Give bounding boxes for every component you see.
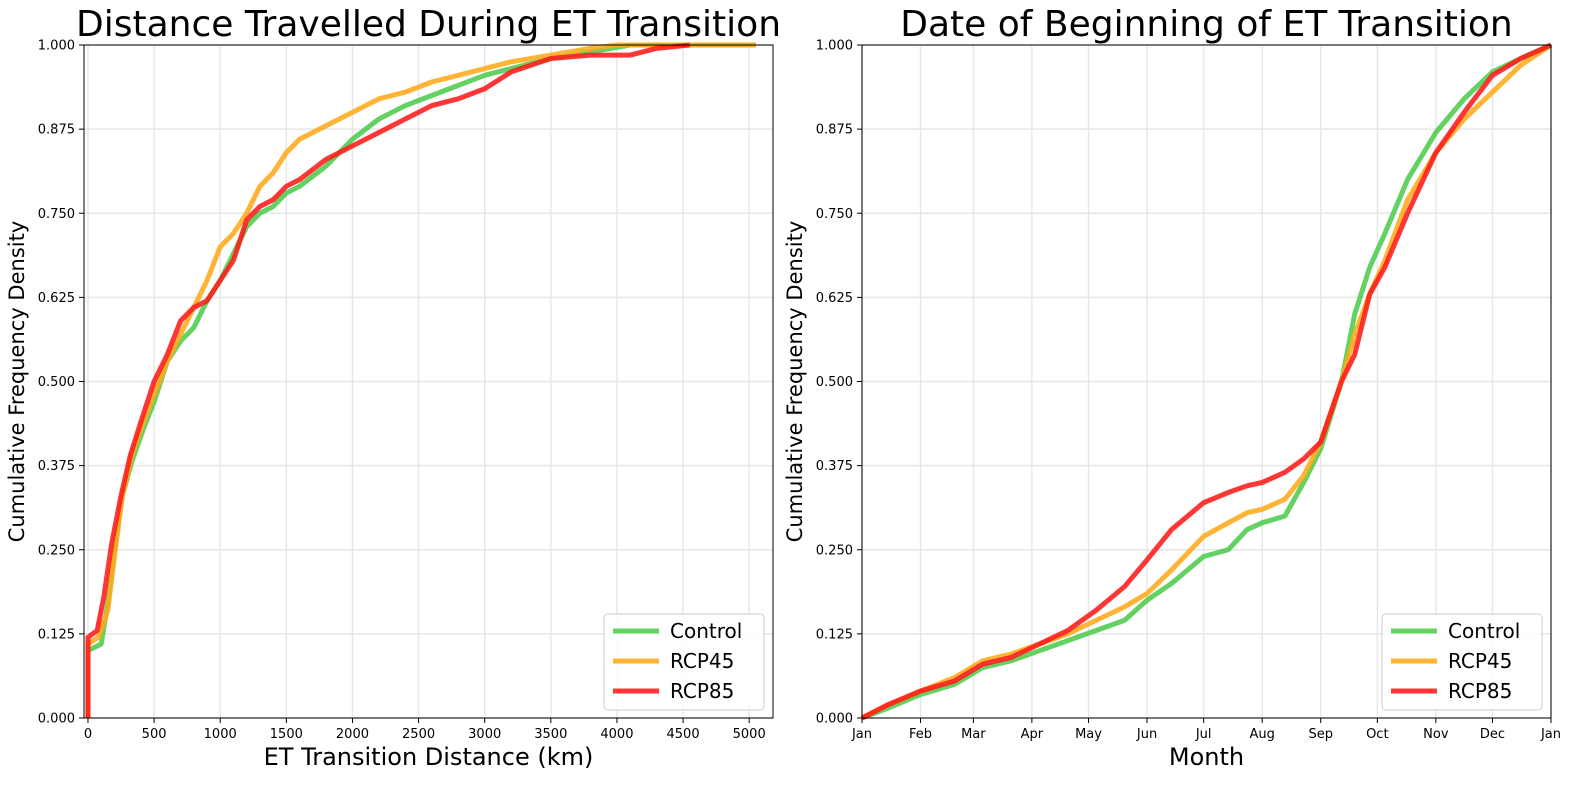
distance-chart-xtick-label-7: 3500: [534, 727, 567, 742]
date-chart-xlabel: Month: [1169, 743, 1244, 771]
date-chart-xtick-label-6: Jul: [1195, 727, 1212, 742]
distance-chart-ytick-label-1: 0.125: [38, 627, 75, 642]
distance-chart-title: Distance Travelled During ET Transition: [76, 4, 781, 45]
date-chart-ticks: Jan Feb Mar Apr May Jun Jul Aug Sep Oct Nov Dec Jan0…: [816, 39, 1561, 743]
distance-chart-xtick-label-10: 5000: [733, 727, 766, 742]
distance-chart-legend-label-rcp85: RCP85: [670, 679, 734, 703]
date-chart: Jan Feb Mar Apr May Jun Jul Aug Sep Oct Nov Dec Jan0…: [783, 4, 1561, 771]
date-chart-ytick-label-8: 1.000: [816, 39, 853, 54]
distance-chart-legend-box: [603, 613, 765, 711]
date-chart-xtick-label-10: Nov: [1423, 727, 1449, 742]
date-chart-xtick-label-2: Mar: [961, 727, 986, 742]
distance-chart-legend: Control RCP45 RCP85: [603, 613, 765, 711]
distance-chart-ylabel: Cumulative Frequency Density: [5, 221, 29, 543]
date-chart-xtick-label-5: Jun: [1136, 727, 1157, 742]
distance-chart-xtick-label-1: 500: [142, 727, 167, 742]
date-chart-xtick-label-3: Apr: [1021, 727, 1044, 742]
date-chart-ytick-label-1: 0.125: [816, 627, 853, 642]
distance-chart-ytick-label-2: 0.250: [38, 543, 75, 558]
distance-chart-line-rcp85: [85, 42, 690, 718]
date-chart-legend: Control RCP45 RCP85: [1381, 613, 1543, 711]
date-chart-series: [860, 42, 1553, 721]
distance-chart-ytick-label-4: 0.500: [38, 375, 75, 390]
date-chart-legend-box: [1381, 613, 1543, 711]
date-chart-xtick-label-9: Oct: [1366, 727, 1388, 742]
date-chart-line-rcp85: [860, 42, 1553, 721]
distance-chart-ytick-label-7: 0.875: [38, 123, 75, 138]
date-chart-xtick-label-11: Dec: [1480, 727, 1505, 742]
date-chart-ytick-label-2: 0.250: [816, 543, 853, 558]
distance-chart-xtick-label-2: 1000: [204, 727, 237, 742]
date-chart-xtick-label-7: Aug: [1249, 727, 1274, 742]
distance-chart-ticks: 0 500 1000 1500 2000 2500 3000 3500 4000 4500 5000…: [38, 39, 766, 743]
distance-chart-ytick-label-0: 0.000: [38, 712, 75, 727]
date-chart-ytick-label-4: 0.500: [816, 375, 853, 390]
date-chart-legend-label-rcp45: RCP45: [1448, 649, 1512, 673]
date-chart-ylabel: Cumulative Frequency Density: [783, 221, 807, 543]
distance-chart-xtick-label-5: 2500: [402, 727, 435, 742]
date-chart-xtick-label-1: Feb: [909, 727, 932, 742]
distance-chart-ytick-label-5: 0.625: [38, 291, 75, 306]
date-chart-ytick-label-0: 0.000: [816, 712, 853, 727]
distance-chart: 0 500 1000 1500 2000 2500 3000 3500 4000 4500 5000…: [5, 4, 781, 771]
date-chart-line-rcp45: [860, 42, 1553, 721]
distance-chart-xtick-label-9: 4500: [667, 727, 700, 742]
distance-chart-xtick-label-8: 4000: [600, 727, 633, 742]
date-chart-title: Date of Beginning of ET Transition: [900, 4, 1513, 45]
distance-chart-xlabel: ET Transition Distance (km): [264, 743, 594, 771]
distance-chart-xtick-label-0: 0: [84, 727, 92, 742]
distance-chart-ytick-label-6: 0.750: [38, 207, 75, 222]
distance-chart-ytick-label-3: 0.375: [38, 459, 75, 474]
date-chart-grid: [861, 44, 1552, 719]
date-chart-ytick-label-5: 0.625: [816, 291, 853, 306]
distance-chart-xtick-label-6: 3000: [468, 727, 501, 742]
date-chart-ytick-label-3: 0.375: [816, 459, 853, 474]
distance-chart-legend-label-control: Control: [670, 619, 742, 643]
date-chart-xtick-label-12: Jan: [1540, 727, 1561, 742]
date-chart-line-control: [861, 42, 1553, 721]
date-chart-xtick-label-0: Jan: [851, 727, 872, 742]
date-chart-xtick-label-4: May: [1075, 727, 1102, 742]
date-chart-xtick-label-8: Sep: [1308, 727, 1333, 742]
distance-chart-xtick-label-4: 2000: [336, 727, 369, 742]
date-chart-ytick-label-6: 0.750: [816, 207, 853, 222]
date-chart-legend-label-control: Control: [1448, 619, 1520, 643]
date-chart-ytick-label-7: 0.875: [816, 123, 853, 138]
distance-chart-xtick-label-3: 1500: [270, 727, 303, 742]
distance-chart-legend-label-rcp45: RCP45: [670, 649, 734, 673]
distance-chart-series: [85, 42, 756, 718]
distance-chart-ytick-label-8: 1.000: [38, 39, 75, 54]
date-chart-legend-label-rcp85: RCP85: [1448, 679, 1512, 703]
